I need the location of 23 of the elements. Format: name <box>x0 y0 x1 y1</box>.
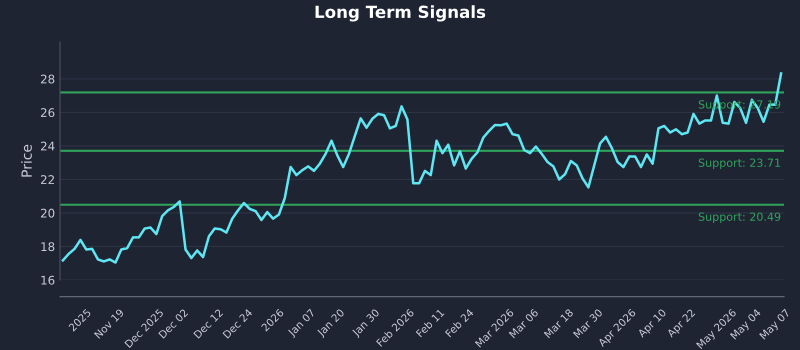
chart-title: Long Term Signals <box>316 5 486 22</box>
x-tick-label: Feb 11 <box>416 308 445 338</box>
y-tick-label: 26 <box>40 108 54 118</box>
x-tick-label: Jan 20 <box>316 308 346 338</box>
line-series <box>62 72 782 264</box>
y-tick-label: 24 <box>40 142 54 150</box>
y-tick-label: 18 <box>41 242 54 252</box>
y-tick-label: 28 <box>40 74 54 84</box>
x-tick-label: Jan 30 <box>351 308 382 338</box>
x-tick-label: Mar 30 <box>572 308 603 338</box>
y-tick-label: 16 <box>41 276 54 285</box>
x-tick-label: Dec 24 <box>222 308 253 339</box>
y-tick-label: 22 <box>40 175 54 184</box>
x-tick-label: Apr 10 <box>637 308 668 340</box>
ref-line-label: Support: 23.71 <box>698 158 780 170</box>
x-tick-label: Jan 07 <box>286 308 317 338</box>
y-axis-title: Price <box>21 144 32 177</box>
x-tick-label: Mar 18 <box>544 308 574 338</box>
x-tick-label: Feb 24 <box>444 308 474 338</box>
x-tick-label: Apr 22 <box>666 308 697 340</box>
y-tick-label: 20 <box>40 208 54 218</box>
ref-line-label: Support: 20.49 <box>698 212 780 224</box>
x-tick-label: Dec 12 <box>193 308 224 339</box>
